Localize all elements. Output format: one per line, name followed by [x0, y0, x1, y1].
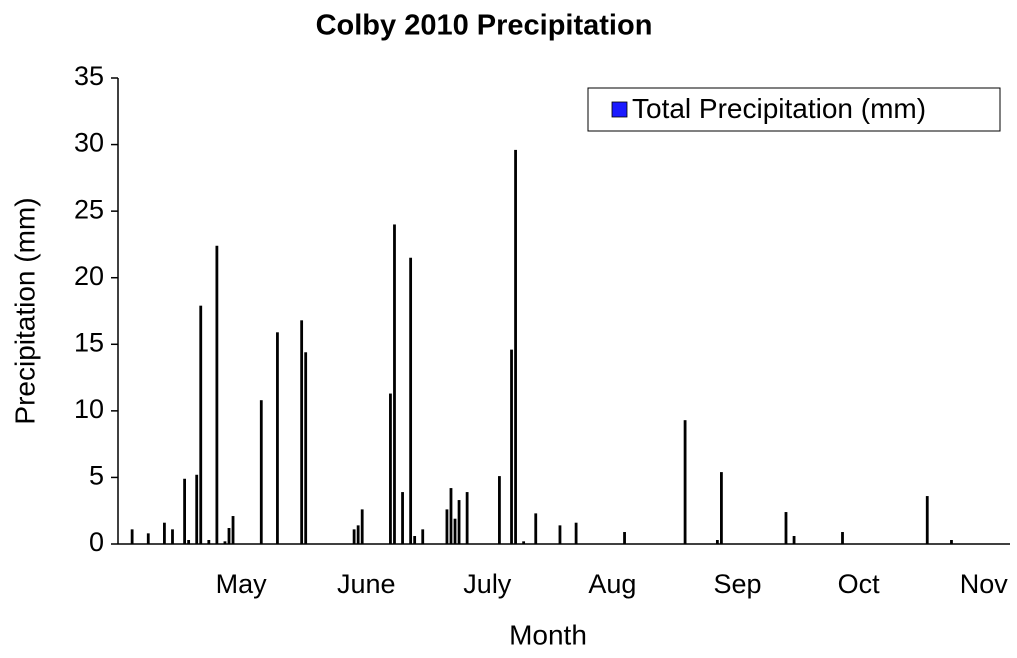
bar — [360, 509, 364, 544]
bar — [413, 536, 417, 544]
legend-label: Total Precipitation (mm) — [632, 93, 926, 124]
bar — [558, 525, 562, 544]
y-tick-label: 35 — [74, 61, 104, 91]
bar — [683, 420, 687, 544]
bar — [720, 472, 723, 544]
bar — [510, 349, 513, 544]
x-tick-label: Oct — [838, 569, 881, 599]
bar — [401, 492, 404, 544]
y-tick-label: 15 — [74, 327, 104, 357]
bar — [304, 352, 308, 544]
bar — [356, 525, 360, 544]
x-tick-label: July — [463, 569, 512, 599]
legend-marker — [611, 101, 628, 118]
bar — [498, 476, 501, 544]
y-axis-label: Precipitation (mm) — [9, 197, 40, 424]
x-tick-label: May — [216, 569, 268, 599]
bar — [183, 478, 186, 544]
bar — [574, 522, 578, 544]
bar — [465, 492, 469, 544]
bar — [453, 518, 457, 544]
bar — [215, 245, 219, 544]
y-tick-label: 0 — [89, 527, 104, 557]
bar — [449, 488, 453, 544]
bar — [421, 529, 425, 544]
bar — [227, 528, 231, 544]
bar — [950, 540, 953, 544]
bar — [223, 541, 227, 544]
bar — [231, 516, 235, 544]
bar — [715, 540, 719, 544]
bar — [276, 332, 279, 544]
bar — [841, 532, 844, 544]
bar — [534, 513, 538, 544]
bar — [207, 540, 211, 544]
y-tick-label: 5 — [89, 461, 104, 491]
x-axis-label: Month — [509, 619, 587, 650]
legend-box — [587, 87, 1001, 132]
bar — [409, 257, 413, 544]
bar — [522, 541, 526, 544]
bar — [393, 224, 396, 544]
bar — [187, 540, 191, 544]
x-tick-label: Sep — [714, 569, 762, 599]
bar — [457, 500, 461, 544]
y-tick-label: 20 — [74, 261, 104, 291]
bar — [163, 522, 166, 544]
x-tick-label: Aug — [588, 569, 636, 599]
bar — [300, 320, 304, 544]
bar — [925, 496, 929, 544]
bar — [623, 532, 626, 544]
y-tick-label: 25 — [74, 194, 104, 224]
bar — [259, 400, 263, 544]
bar — [514, 149, 517, 544]
bar — [352, 529, 356, 544]
bar — [195, 474, 199, 544]
x-tick-label: Nov — [960, 569, 1009, 599]
bar — [389, 393, 392, 544]
bar — [792, 536, 796, 544]
bar — [199, 305, 203, 544]
bar — [445, 509, 449, 544]
bar — [784, 512, 788, 544]
bar — [146, 533, 150, 544]
y-tick-label: 10 — [74, 394, 104, 424]
x-tick-label: June — [337, 569, 396, 599]
y-tick-label: 30 — [74, 128, 104, 158]
chart-title: Colby 2010 Precipitation — [316, 10, 653, 42]
bar — [130, 529, 134, 544]
bar — [171, 529, 174, 544]
